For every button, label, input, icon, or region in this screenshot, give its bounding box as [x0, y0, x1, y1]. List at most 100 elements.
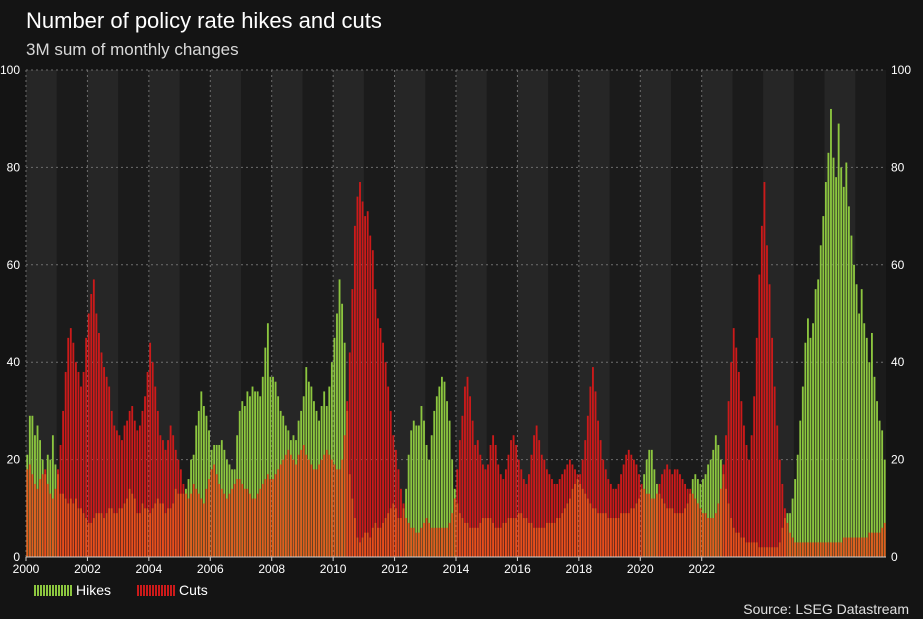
overlap-bar	[264, 479, 267, 557]
hikes-bar	[804, 342, 807, 557]
overlap-bar	[476, 527, 479, 557]
overlap-bar	[689, 493, 692, 557]
overlap-bar	[702, 513, 704, 557]
overlap-bar	[576, 479, 579, 557]
year-band	[855, 70, 886, 557]
overlap-bar	[205, 488, 208, 557]
overlap-bar	[755, 542, 758, 557]
overlap-bar	[530, 522, 533, 557]
hikes-bar	[446, 401, 448, 557]
overlap-bar	[133, 498, 136, 557]
cuts-bar	[515, 444, 518, 557]
cuts-bar	[82, 371, 85, 557]
cuts-bar	[781, 483, 784, 557]
overlap-bar	[727, 503, 730, 557]
cuts-bar	[753, 396, 756, 557]
overlap-bar	[92, 518, 95, 557]
overlap-bar	[837, 542, 840, 557]
cuts-bar	[551, 479, 553, 557]
overlap-bar	[246, 488, 249, 557]
overlap-bar	[579, 483, 582, 557]
cuts-bar	[105, 376, 108, 557]
overlap-bar	[300, 449, 303, 557]
hikes-bar	[251, 386, 254, 557]
overlap-bar	[589, 503, 592, 557]
overlap-bar	[581, 488, 584, 557]
cuts-bar	[151, 362, 154, 557]
cuts-bar	[507, 454, 510, 557]
overlap-bar	[479, 522, 482, 557]
source-note: Source: LSEG Datastream	[743, 601, 909, 617]
overlap-bar	[830, 542, 832, 557]
overlap-bar	[113, 513, 116, 557]
cuts-bar	[95, 313, 98, 557]
overlap-bar	[704, 513, 707, 557]
y-tick-label-right: 40	[891, 355, 905, 369]
y-tick-label-left: 80	[7, 160, 21, 174]
overlap-bar	[863, 537, 866, 557]
hikes-bar	[830, 108, 832, 558]
cuts-bar	[67, 337, 70, 557]
cuts-bar	[169, 425, 172, 557]
overlap-bar	[351, 498, 354, 557]
overlap-bar	[100, 513, 103, 557]
cuts-bar	[377, 318, 379, 557]
hikes-bar	[338, 279, 341, 557]
overlap-bar	[82, 513, 85, 557]
cuts-bar	[484, 469, 487, 557]
overlap-bar	[469, 527, 471, 557]
overlap-bar	[819, 542, 822, 557]
overlap-bar	[658, 493, 661, 557]
cuts-bar	[553, 483, 556, 557]
overlap-bar	[515, 518, 518, 557]
overlap-bar	[510, 518, 512, 557]
overlap-bar	[223, 493, 226, 557]
overlap-bar	[141, 503, 144, 557]
overlap-bar	[233, 483, 236, 557]
hikes-bar	[809, 337, 812, 557]
overlap-bar	[185, 493, 187, 557]
overlap-bar	[118, 508, 121, 557]
overlap-bar	[538, 527, 541, 557]
overlap-bar	[517, 513, 520, 557]
hikes-bar	[241, 401, 244, 557]
overlap-bar	[814, 542, 817, 557]
cuts-bar	[366, 211, 369, 558]
overlap-bar	[645, 493, 648, 557]
year-band	[241, 70, 272, 557]
hikes-bar	[873, 376, 876, 557]
year-band	[363, 70, 395, 557]
cuts-bar	[90, 294, 93, 557]
cuts-bar	[748, 459, 750, 557]
overlap-bar	[873, 532, 876, 557]
overlap-bar	[215, 474, 218, 557]
hikes-bar	[417, 425, 420, 557]
overlap-bar	[635, 503, 638, 557]
cuts-bar	[374, 289, 377, 557]
cuts-bar	[740, 401, 743, 557]
hikes-bar	[425, 444, 428, 557]
overlap-bar	[415, 532, 418, 557]
cuts-bar	[776, 425, 779, 557]
overlap-bar	[26, 469, 29, 557]
overlap-bar	[632, 508, 635, 557]
overlap-bar	[804, 542, 807, 557]
overlap-bar	[325, 449, 328, 557]
x-tick-label: 2004	[136, 562, 163, 576]
cuts-bar	[62, 410, 65, 557]
overlap-bar	[446, 527, 448, 557]
hikes-bar	[264, 347, 267, 557]
overlap-bar	[182, 493, 185, 557]
overlap-bar	[80, 508, 82, 557]
overlap-bar	[289, 454, 292, 557]
overlap-bar	[210, 469, 213, 557]
year-band	[302, 70, 334, 557]
hikes-bar	[871, 332, 873, 557]
hikes-bar	[865, 337, 868, 557]
overlap-bar	[679, 513, 681, 557]
cuts-bar	[474, 444, 477, 557]
cuts-bar	[494, 444, 497, 557]
cuts-bar	[755, 337, 758, 557]
cuts-bar	[622, 464, 625, 557]
cuts-bar	[589, 386, 592, 557]
